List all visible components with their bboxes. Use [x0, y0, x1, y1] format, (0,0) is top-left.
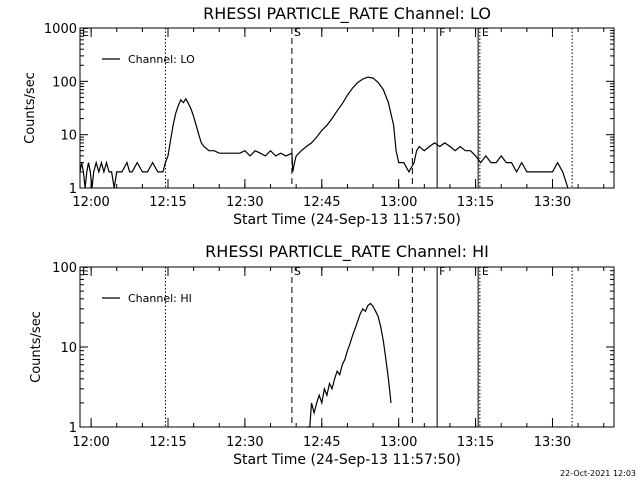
x-tick-label: 13:15	[457, 435, 494, 450]
x-axis-label: Start Time (24-Sep-13 11:57:50)	[233, 452, 461, 468]
series-line	[79, 76, 569, 189]
y-tick-label: 10	[60, 129, 77, 144]
y-tick-label: 100	[52, 261, 77, 276]
chart-title: RHESSI PARTICLE_RATE Channel: HI	[205, 242, 489, 262]
x-tick-label: 13:00	[380, 435, 417, 450]
event-marker-label: F	[439, 26, 445, 39]
chart-title: RHESSI PARTICLE_RATE Channel: LO	[203, 4, 491, 24]
y-tick-label: 1000	[44, 22, 77, 37]
y-tick-label: 1	[69, 421, 77, 436]
x-tick-label: 12:30	[226, 435, 263, 450]
event-marker-label: S	[294, 265, 301, 278]
x-tick-label: 12:45	[303, 195, 340, 210]
x-axis-label: Start Time (24-Sep-13 11:57:50)	[233, 212, 461, 228]
x-tick-label: 12:15	[149, 195, 186, 210]
plot-frame	[79, 266, 615, 428]
x-tick-label: 12:00	[72, 435, 109, 450]
generation-timestamp: 22-Oct-2021 12:03	[560, 469, 636, 478]
event-marker-label: S	[294, 26, 301, 39]
event-marker-label: E	[482, 26, 489, 39]
legend-label: Channel: HI	[128, 292, 192, 305]
event-marker-label: E	[482, 265, 489, 278]
y-tick-label: 10	[60, 341, 77, 356]
y-axis-label: Counts/sec	[23, 72, 38, 144]
x-tick-label: 13:00	[380, 195, 417, 210]
series-line	[306, 302, 392, 428]
y-axis-label: Counts/sec	[29, 311, 44, 383]
y-tick-label: 100	[52, 75, 77, 90]
legend-label: Channel: LO	[128, 53, 195, 66]
event-marker-label: F	[439, 265, 445, 278]
x-tick-label: 12:30	[226, 195, 263, 210]
event-marker-label: E	[82, 26, 89, 39]
event-marker-label: E	[82, 265, 89, 278]
x-tick-label: 13:30	[534, 195, 571, 210]
x-tick-label: 12:00	[72, 195, 109, 210]
x-tick-label: 13:15	[457, 195, 494, 210]
y-tick-label: 1	[69, 182, 77, 197]
x-tick-label: 12:15	[149, 435, 186, 450]
x-tick-label: 13:30	[534, 435, 571, 450]
plot-frame	[79, 27, 615, 189]
x-tick-label: 12:45	[303, 435, 340, 450]
